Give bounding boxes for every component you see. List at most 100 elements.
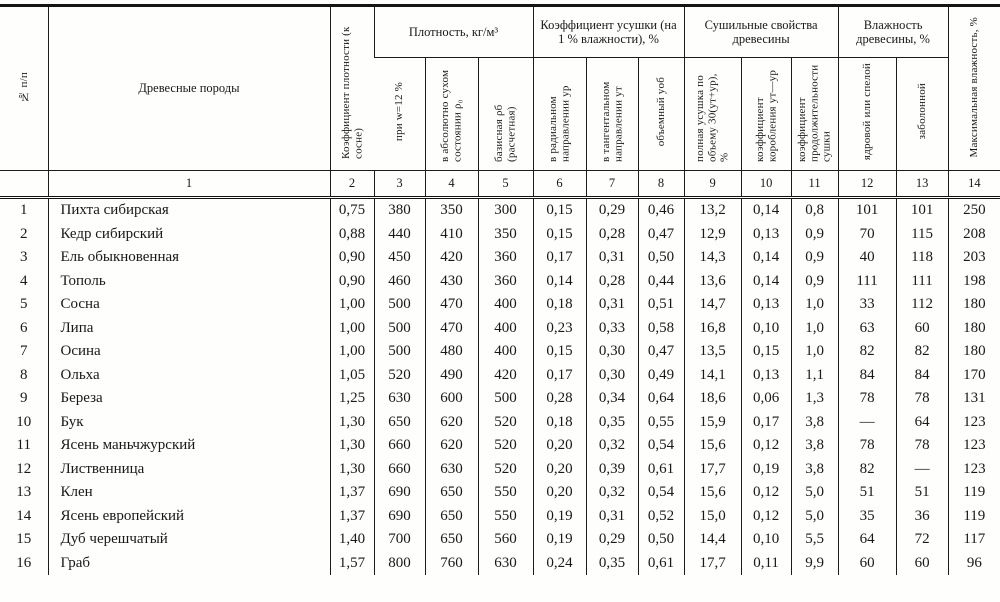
column-number-cell [0, 170, 48, 199]
table-row: 5 Сосна 1,00 500 470 400 0,18 0,31 0,51 14,7 0,13 1… [0, 293, 1000, 317]
value-cell: 3,8 [790, 410, 839, 434]
value-cell: 180 [947, 293, 1000, 317]
value-cell: 0,12 [740, 481, 792, 505]
value-cell: 350 [477, 222, 534, 246]
value-cell: 40 [837, 246, 897, 270]
value-cell: 400 [477, 316, 534, 340]
column-number-cell: 10 [740, 170, 792, 199]
value-cell: 0,17 [532, 246, 587, 270]
value-cell: 520 [477, 410, 534, 434]
column-number-cell: 6 [532, 170, 587, 199]
value-cell: 17,7 [683, 551, 742, 575]
table-row: 16 Граб 1,57 800 760 630 0,24 0,35 0,61 17,7 0,11 9… [0, 551, 1000, 575]
column-number-cell: 11 [790, 170, 839, 199]
value-cell: 180 [947, 340, 1000, 364]
row-number-cell: 10 [16, 413, 32, 430]
column-number-cell: 13 [895, 170, 949, 199]
species-cell: Ясень европейский [47, 504, 330, 528]
value-cell: 170 [947, 363, 1000, 387]
value-cell: 1,00 [329, 293, 374, 317]
header-density-abs-dry-label: в абсолютно сухом состо­янии ρ₀ [439, 69, 464, 162]
value-cell: 0,12 [740, 504, 792, 528]
value-cell: 84 [895, 363, 949, 387]
value-cell: 12,9 [683, 222, 742, 246]
value-cell: 0,23 [532, 316, 587, 340]
value-cell: 0,24 [532, 551, 587, 575]
value-cell: 0,20 [532, 434, 587, 458]
value-cell: 0,18 [532, 293, 587, 317]
value-cell: 17,7 [683, 457, 742, 481]
value-cell: 1,57 [329, 551, 374, 575]
value-cell: 0,9 [790, 269, 839, 293]
value-cell: 0,29 [585, 528, 639, 552]
value-cell: 13,6 [683, 269, 742, 293]
table-row: 15 Дуб черешчатый 1,40 700 650 560 0,19 0,29 0,5… [0, 528, 1000, 552]
value-cell: 0,29 [585, 197, 639, 223]
value-cell: 96 [947, 551, 1000, 575]
value-cell: 520 [477, 434, 534, 458]
value-cell: 620 [424, 434, 478, 458]
value-cell: 500 [373, 293, 425, 317]
header-shrinkage-tangential: в тангенталь­ном направ­лении yт [585, 57, 639, 171]
header-moisture-sapwood: заболонной [895, 57, 949, 171]
column-number-cell: 1 [47, 170, 330, 199]
value-cell: 430 [424, 269, 478, 293]
value-cell: 15,9 [683, 410, 742, 434]
row-number-cell: 11 [16, 437, 31, 454]
value-cell: 0,39 [585, 457, 639, 481]
value-cell: 0,12 [740, 434, 792, 458]
value-cell: 0,35 [585, 551, 639, 575]
value-cell: 1,3 [790, 387, 839, 411]
value-cell: 3,8 [790, 434, 839, 458]
value-cell: 64 [895, 410, 949, 434]
species-cell: Ольха [47, 363, 330, 387]
value-cell: 760 [424, 551, 478, 575]
species-cell: Сосна [47, 293, 330, 317]
value-cell: 0,31 [585, 293, 639, 317]
table-row: 2 Кедр сибирский 0,88 440 410 350 0,15 0,28 0,47… [0, 222, 1000, 246]
value-cell: 0,28 [532, 387, 587, 411]
value-cell: 550 [477, 504, 534, 528]
table-row: 3 Ель обыкновенная 0,90 450 420 360 0,17 0,31 0,… [0, 246, 1000, 270]
value-cell: 101 [837, 197, 897, 223]
species-cell: Липа [47, 316, 330, 340]
value-cell: 0,55 [637, 410, 685, 434]
value-cell: 112 [895, 293, 949, 317]
value-cell: 15,6 [683, 481, 742, 505]
row-number-cell: 1 [20, 202, 28, 219]
value-cell: 0,11 [740, 551, 792, 575]
header-max-moisture: Максимальная влажность, % [947, 5, 1000, 171]
value-cell: 5,0 [790, 504, 839, 528]
header-moisture-group: Влажность древесины, % [837, 5, 949, 58]
value-cell: 0,61 [637, 551, 685, 575]
value-cell: 123 [947, 434, 1000, 458]
row-number-cell: 14 [16, 507, 32, 524]
header-density-w12: при w=12 % [374, 58, 425, 171]
value-cell: 0,51 [637, 293, 685, 317]
value-cell: 0,06 [740, 387, 792, 411]
table-row: 11 Ясень маньчжурский 1,30 660 620 520 0,20 0,3… [0, 434, 1000, 458]
row-number-cell: 16 [16, 554, 32, 571]
value-cell: 64 [837, 528, 897, 552]
value-cell: 0,52 [637, 504, 685, 528]
row-number-cell: 15 [16, 531, 32, 548]
header-density-coefficient: Коэффициент плот­ности (к сосне) [329, 5, 374, 171]
value-cell: 115 [895, 222, 949, 246]
value-cell: 490 [424, 363, 478, 387]
column-number-cell: 14 [947, 170, 1000, 199]
value-cell: 400 [477, 340, 534, 364]
value-cell: 0,9 [790, 246, 839, 270]
species-cell: Бук [47, 410, 330, 434]
value-cell: 500 [373, 340, 425, 364]
row-number-cell: 8 [20, 366, 28, 383]
value-cell: 123 [947, 410, 1000, 434]
header-density-abs-dry: в абсолютно сухом состо­янии ρ₀ [424, 57, 478, 171]
row-number-cell: 3 [20, 249, 28, 266]
value-cell: 0,19 [532, 504, 587, 528]
value-cell: 82 [895, 340, 949, 364]
value-cell: 1,40 [329, 528, 374, 552]
value-cell: 198 [947, 269, 1000, 293]
value-cell: 440 [373, 222, 425, 246]
value-cell: 380 [373, 197, 425, 223]
value-cell: 51 [837, 481, 897, 505]
